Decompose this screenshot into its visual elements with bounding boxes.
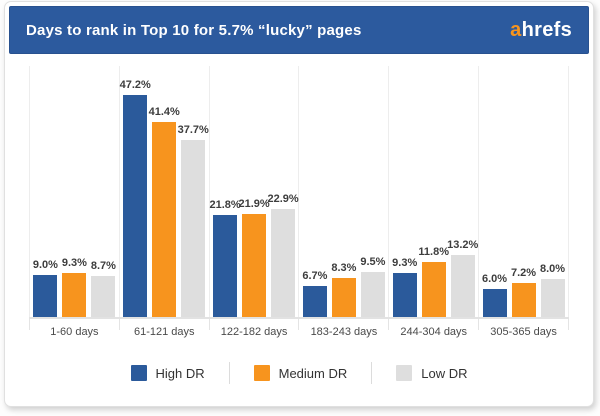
category-label: 122-182 days xyxy=(220,326,288,338)
bar-value-label: 9.0% xyxy=(32,258,58,271)
legend-label: Medium DR xyxy=(278,365,348,381)
bar-value-label: 41.4% xyxy=(148,106,180,119)
legend-divider xyxy=(371,362,373,384)
logo-prefix: a xyxy=(510,18,522,41)
category-label: 244-304 days xyxy=(400,326,468,338)
ahrefs-logo: ahrefs xyxy=(510,19,572,42)
bar-value-label: 22.9% xyxy=(267,193,299,206)
plot-area: 9.0% 9.3% 8.7% 47.2% 41.4% 37.7% 21.8% 21.9% 22.… xyxy=(29,66,569,319)
bar-value-label: 9.5% xyxy=(360,256,386,269)
legend-item-high-dr: High DR xyxy=(130,365,205,381)
bar-value-label: 8.0% xyxy=(540,263,566,276)
bar-value-label: 21.9% xyxy=(238,198,270,211)
legend-swatch-high-dr xyxy=(130,365,147,381)
bar-medium-dr: 11.8% xyxy=(418,246,449,317)
axis-tick xyxy=(298,319,300,330)
legend: High DR Medium DR Low DR xyxy=(5,362,593,384)
bar-high-dr: 9.0% xyxy=(33,259,58,317)
bar-high-dr: 6.7% xyxy=(302,270,327,317)
logo-suffix: hrefs xyxy=(521,18,572,41)
bar-group-1-60-days: 9.0% 9.3% 8.7% xyxy=(29,66,119,317)
axis-tick xyxy=(388,319,390,330)
legend-label: High DR xyxy=(155,365,205,381)
category-label: 183-243 days xyxy=(310,326,378,338)
bar-low-dr: 22.9% xyxy=(267,193,299,317)
bar-value-label: 9.3% xyxy=(392,257,418,270)
axis-tick xyxy=(118,319,120,330)
legend-item-medium-dr: Medium DR xyxy=(253,365,348,381)
category-label: 61-121 days xyxy=(133,326,195,338)
chart-title: Days to rank in Top 10 for 5.7% “lucky” … xyxy=(26,21,362,39)
bar-value-label: 13.2% xyxy=(447,239,479,251)
bar-value-label: 6.7% xyxy=(302,269,328,282)
bar-medium-dr: 41.4% xyxy=(149,106,180,317)
chart-header: Days to rank in Top 10 for 5.7% “lucky” … xyxy=(9,6,589,54)
category-axis: 1-60 days 61-121 days 122-182 days 183-243 … xyxy=(29,319,569,338)
bar-high-dr: 9.3% xyxy=(392,257,417,317)
axis-tick xyxy=(478,319,480,330)
bar-medium-dr: 21.9% xyxy=(238,198,270,317)
bar-low-dr: 9.5% xyxy=(360,256,385,317)
category-label: 305-365 days xyxy=(490,326,557,338)
bar-low-dr: 13.2% xyxy=(447,239,478,317)
bar-value-label: 8.7% xyxy=(90,260,116,273)
bar-low-dr: 37.7% xyxy=(178,124,209,317)
bar-group-183-243-days: 6.7% 8.3% 9.5% xyxy=(298,66,388,317)
bar-value-label: 37.7% xyxy=(177,123,209,136)
bar-value-label: 9.3% xyxy=(61,257,87,270)
legend-label: Low DR xyxy=(421,365,468,381)
bar-value-label: 8.3% xyxy=(331,262,357,274)
bar-value-label: 6.0% xyxy=(482,272,508,285)
bar-value-label: 11.8% xyxy=(418,245,450,258)
legend-swatch-medium-dr xyxy=(253,365,270,381)
axis-tick xyxy=(29,319,30,330)
bar-low-dr: 8.7% xyxy=(91,260,116,317)
bar-medium-dr: 7.2% xyxy=(511,267,536,317)
bar-high-dr: 47.2% xyxy=(120,79,151,317)
bar-high-dr: 6.0% xyxy=(482,273,507,317)
axis-tick xyxy=(208,319,210,330)
bar-group-122-182-days: 21.8% 21.9% 22.9% xyxy=(208,66,299,317)
bar-value-label: 7.2% xyxy=(511,267,537,280)
bar-group-305-365-days: 6.0% 7.2% 8.0% xyxy=(478,66,569,317)
bar-value-label: 21.8% xyxy=(209,198,241,211)
bar-medium-dr: 8.3% xyxy=(331,262,356,317)
bar-low-dr: 8.0% xyxy=(540,263,565,317)
chart-card: Days to rank in Top 10 for 5.7% “lucky” … xyxy=(4,1,594,407)
axis-tick xyxy=(567,319,569,330)
category-label: 1-60 days xyxy=(50,326,99,338)
legend-divider xyxy=(228,362,230,384)
bar-medium-dr: 9.3% xyxy=(62,257,87,317)
bar-high-dr: 21.8% xyxy=(209,199,241,317)
legend-swatch-low-dr xyxy=(396,365,413,381)
legend-item-low-dr: Low DR xyxy=(396,365,468,381)
bar-group-244-304-days: 9.3% 11.8% 13.2% xyxy=(388,66,478,317)
bar-group-61-121-days: 47.2% 41.4% 37.7% xyxy=(118,66,209,317)
bar-value-label: 47.2% xyxy=(119,79,151,92)
bar-chart: 9.0% 9.3% 8.7% 47.2% 41.4% 37.7% 21.8% 21.9% 22.… xyxy=(29,66,569,338)
